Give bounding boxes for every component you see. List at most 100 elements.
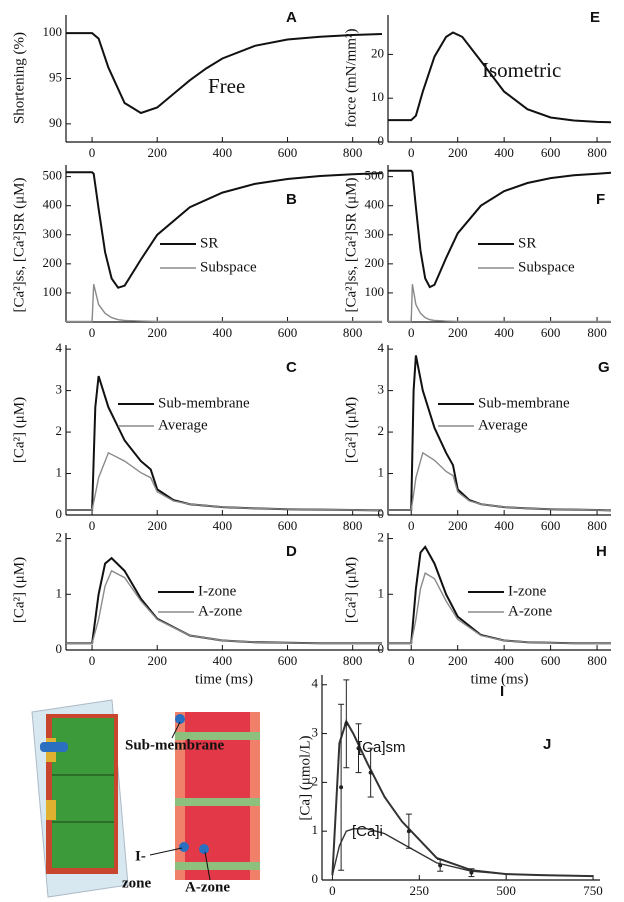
y-tick-label: 300: [365, 226, 385, 241]
x-tick-label: 800: [587, 145, 607, 160]
marker: [179, 842, 189, 852]
y-tick-label: 3: [312, 725, 319, 740]
y-tick-label: 2: [378, 423, 385, 438]
x-tick-label: 600: [541, 518, 561, 533]
y-tick-label: 4: [312, 676, 319, 691]
x-tick-label: 400: [494, 653, 514, 668]
y-axis-label: [Ca²]ss, [Ca²]SR (μM): [11, 178, 27, 313]
legend-label: SR: [518, 235, 536, 251]
y-tick-label: 3: [56, 382, 63, 397]
x-axis-label: time (ms): [471, 671, 529, 687]
y-tick-label: 200: [365, 255, 385, 270]
cell-diagram: I Sub-membrane I- zone A-zone: [31, 683, 504, 898]
x-tick-label: 0: [89, 325, 96, 340]
curve-label: [Ca]i: [352, 823, 383, 840]
x-tick-label: 800: [343, 653, 363, 668]
x-tick-label: 500: [496, 883, 516, 898]
x-tick-label: 400: [213, 145, 233, 160]
y-tick-label: 95: [49, 69, 62, 84]
y-tick-label: 400: [365, 197, 385, 212]
pointer: [204, 851, 211, 881]
error-point: [469, 870, 474, 875]
diagram-label: Sub-membrane: [125, 737, 225, 753]
x-tick-label: 400: [494, 145, 514, 160]
zone-band: [175, 862, 260, 870]
x-tick-label: 0: [408, 325, 415, 340]
x-tick-label: 600: [278, 653, 298, 668]
legend-label: I-zone: [198, 583, 237, 599]
legend-label: Sub-membrane: [158, 395, 250, 411]
block: [52, 718, 114, 868]
legend-label: Subspace: [518, 259, 575, 275]
y-tick-label: 2: [378, 530, 385, 545]
y-tick-label: 2: [56, 423, 63, 438]
y-axis-label: [Ca²] (μM): [343, 397, 359, 463]
y-tick-label: 1: [378, 465, 385, 480]
error-point: [438, 863, 443, 868]
y-tick-label: 100: [43, 284, 63, 299]
x-tick-label: 200: [147, 518, 167, 533]
x-tick-label: 0: [89, 653, 96, 668]
series-line: [66, 451, 383, 512]
panel-label: F: [596, 191, 605, 208]
legend-label: SR: [200, 235, 218, 251]
error-point: [406, 829, 411, 834]
y-tick-label: 2: [312, 773, 319, 788]
y-tick-label: 0: [378, 133, 385, 148]
block-band: [46, 800, 56, 820]
x-tick-label: 200: [147, 653, 167, 668]
error-point: [339, 785, 344, 790]
legend-label: Average: [158, 417, 208, 433]
series-line: [66, 569, 382, 644]
x-tick-label: 400: [213, 518, 233, 533]
panel-label: D: [286, 543, 297, 560]
panel-label: C: [286, 359, 297, 376]
x-tick-label: 800: [587, 653, 607, 668]
x-tick-label: 800: [343, 325, 363, 340]
y-tick-label: 1: [312, 822, 319, 837]
x-tick-label: 400: [494, 325, 514, 340]
series-line: [388, 169, 612, 289]
panel-label: I: [500, 683, 504, 700]
x-tick-label: 600: [541, 325, 561, 340]
x-tick-label: 250: [410, 883, 430, 898]
series-line: [66, 284, 382, 323]
series-line: [66, 556, 382, 645]
marker: [40, 742, 68, 752]
y-tick-label: 1: [378, 585, 385, 600]
diagram-label: zone: [122, 875, 152, 891]
x-tick-label: 750: [583, 883, 603, 898]
y-tick-label: 2: [56, 530, 63, 545]
y-tick-label: 0: [378, 506, 385, 521]
x-tick-label: 600: [278, 518, 298, 533]
x-tick-label: 0: [408, 653, 415, 668]
y-axis-label: [Ca] (μmol/L): [297, 735, 313, 820]
x-tick-label: 400: [494, 518, 514, 533]
y-tick-label: 0: [312, 871, 319, 886]
marker: [199, 844, 209, 854]
y-tick-label: 10: [371, 89, 384, 104]
y-tick-label: 0: [56, 641, 63, 656]
legend-label: Average: [478, 417, 528, 433]
x-tick-label: 200: [448, 325, 468, 340]
y-axis-label: Shortening (%): [11, 32, 27, 124]
x-tick-label: 200: [147, 145, 167, 160]
x-tick-label: 0: [408, 145, 415, 160]
y-tick-label: 0: [56, 506, 63, 521]
x-tick-label: 600: [541, 145, 561, 160]
y-tick-label: 1: [56, 585, 63, 600]
panel-label: E: [590, 9, 600, 26]
x-tick-label: 200: [147, 325, 167, 340]
curve-label: [Ca]sm: [358, 739, 406, 756]
x-tick-label: 400: [213, 653, 233, 668]
x-axis-label: time (ms): [195, 671, 253, 687]
y-axis-label: [Ca²] (μM): [11, 557, 27, 623]
x-tick-label: 200: [448, 518, 468, 533]
y-axis-label: force (mN/mm²): [343, 28, 359, 127]
x-tick-label: 800: [587, 518, 607, 533]
annotation: Free: [208, 74, 245, 98]
x-tick-label: 200: [448, 145, 468, 160]
pointer: [171, 721, 181, 739]
x-tick-label: 800: [587, 325, 607, 340]
x-tick-label: 800: [343, 518, 363, 533]
